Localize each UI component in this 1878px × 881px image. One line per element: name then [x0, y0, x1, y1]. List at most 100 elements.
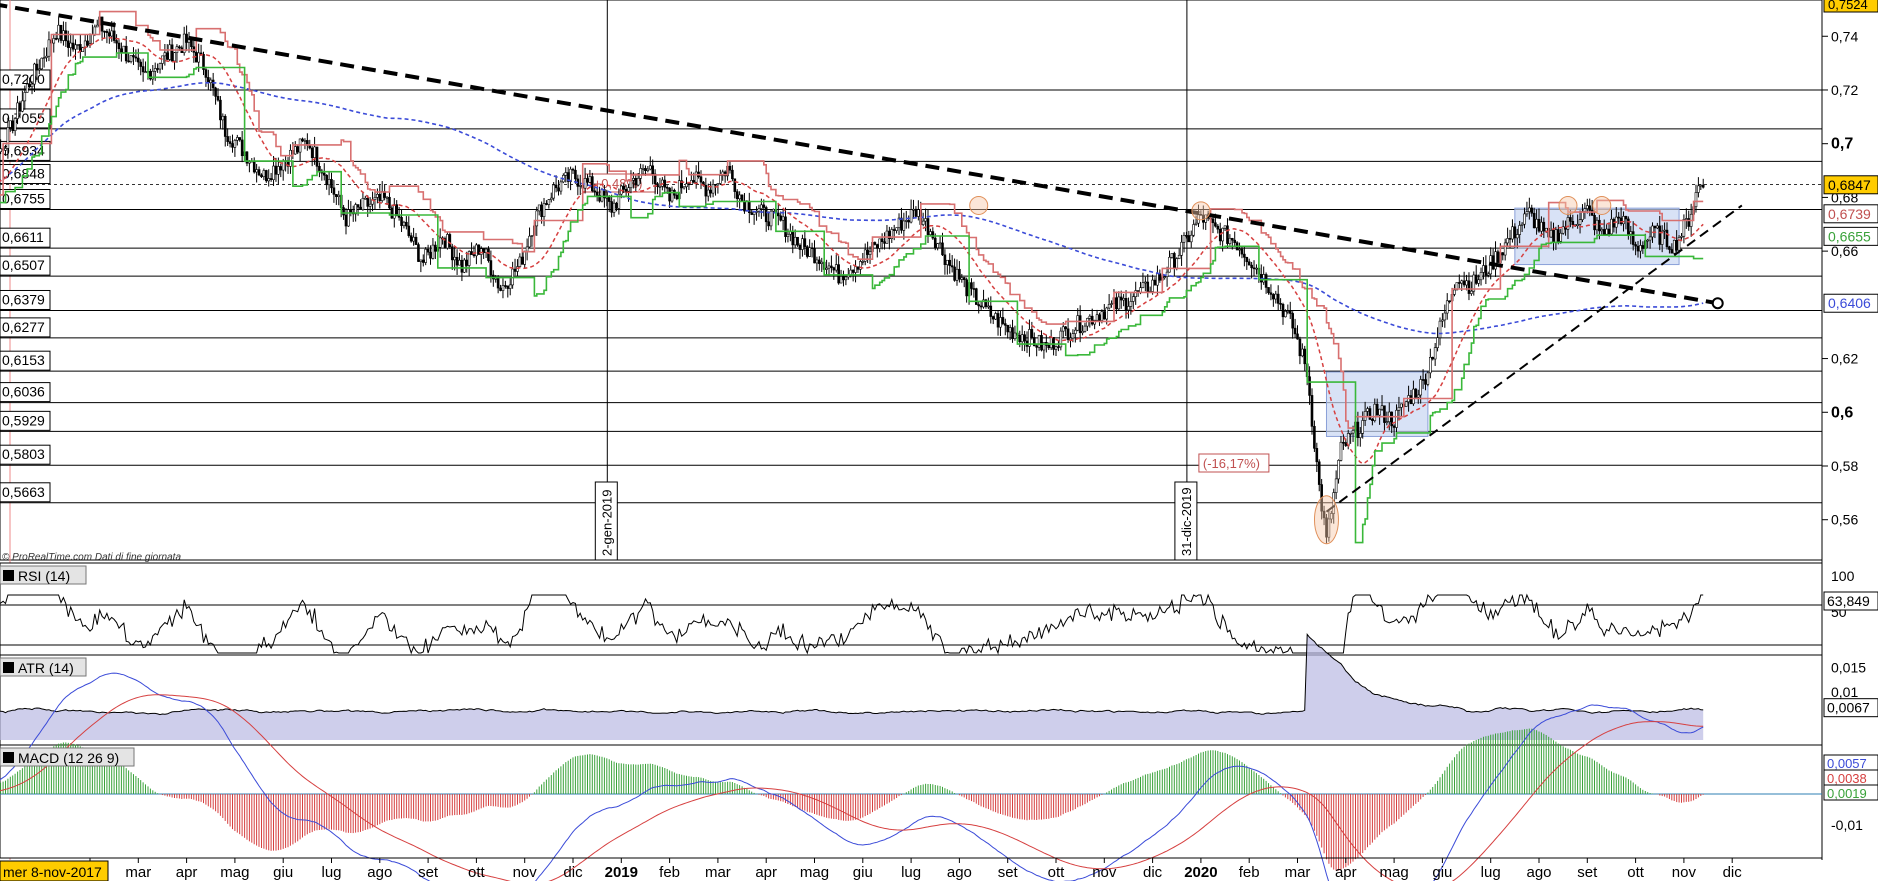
candle-body: [112, 30, 116, 41]
macd-value: 0,0057: [1827, 756, 1867, 771]
candle-body: [1455, 282, 1459, 291]
top-price-badge: [1823, 0, 1878, 13]
candle-body: [1486, 273, 1490, 276]
candle-body: [948, 259, 952, 266]
candle-body: [1619, 217, 1623, 225]
candle-body: [344, 214, 348, 227]
level-label: 0,6277: [2, 319, 45, 335]
time-tick-label: 2020: [1184, 864, 1217, 881]
candle-body: [1274, 293, 1278, 300]
top-price-badge-label: 0,7524: [1828, 0, 1868, 12]
trendline-end-handle[interactable]: [1711, 297, 1724, 310]
candle-body: [1395, 409, 1398, 428]
atr-panel[interactable]: 0,015 0,010,0067 ATR (14): [0, 633, 1878, 746]
candle-body: [574, 169, 577, 180]
candle-body: [426, 248, 430, 253]
candle-body: [767, 221, 770, 227]
candle-body: [735, 191, 739, 200]
candle-body: [984, 299, 988, 307]
candle-body: [513, 268, 517, 272]
candle-body: [1281, 304, 1285, 318]
level-label-box: [0, 382, 51, 403]
candle-body: [1699, 184, 1703, 187]
level-label: 0,6848: [2, 166, 45, 182]
downtrend-trendline[interactable]: [0, 3, 1719, 306]
candle-body: [252, 160, 256, 173]
candle-body: [897, 217, 901, 228]
candle-body: [366, 197, 370, 207]
time-tick-label: dic: [563, 864, 583, 881]
candle-body: [1057, 346, 1060, 348]
indicator-label[interactable]: MACD (12 26 9): [0, 747, 135, 767]
candle-body: [1443, 312, 1447, 321]
indicator-label[interactable]: RSI (14): [0, 565, 87, 585]
candle-body: [390, 207, 394, 219]
candle-body: [1071, 333, 1075, 339]
candle-body: [1226, 225, 1229, 244]
level-label: 0,5663: [2, 484, 45, 500]
candle-body: [1185, 235, 1188, 237]
candle-body: [1064, 326, 1067, 330]
candle-body: [1214, 222, 1217, 227]
candle-body: [267, 178, 271, 182]
uptrend-trendline[interactable]: [1325, 204, 1743, 513]
candle-body: [733, 178, 737, 192]
time-tick-label: mar: [705, 864, 731, 881]
candle-body: [639, 168, 642, 179]
price-tick-label: 0,6: [1831, 404, 1853, 421]
candle-body: [1020, 334, 1024, 343]
candle-body: [74, 44, 77, 50]
candle-body: [1134, 290, 1137, 297]
candle-body: [1419, 379, 1422, 396]
candle-body: [929, 231, 932, 235]
candle-body: [1390, 411, 1393, 427]
start-date-label: mer 8-nov-2017: [3, 864, 102, 880]
candle-body: [946, 259, 949, 265]
candle-body: [330, 179, 333, 189]
candle-body: [1433, 347, 1437, 360]
candle-body: [417, 244, 420, 262]
candle-body: [1194, 222, 1198, 225]
time-tick-label: ott: [1048, 864, 1066, 881]
candle-body: [1429, 357, 1432, 374]
candle-body: [134, 56, 138, 59]
candle-body: [28, 83, 31, 88]
price-tick-label: 0,7: [1831, 136, 1853, 153]
candle-body: [1069, 337, 1072, 340]
candle-body: [1569, 217, 1572, 222]
candle-body: [1325, 517, 1328, 538]
candle-body: [682, 186, 686, 189]
price-tick-label: 0,56: [1831, 512, 1858, 528]
candle-body: [769, 210, 773, 227]
indicator-label[interactable]: ATR (14): [0, 657, 87, 677]
level-label-box: [0, 164, 51, 185]
marker-annotation: (+0,48%): [589, 176, 642, 191]
level-label: 0,6934: [2, 142, 45, 158]
candle-body: [400, 217, 403, 226]
candle-body: [1076, 315, 1080, 331]
candle-body: [1337, 460, 1340, 480]
candle-body: [1672, 239, 1676, 254]
candle-body: [1482, 265, 1485, 273]
time-tick-label: mar: [1285, 864, 1311, 881]
candle-body: [1356, 421, 1360, 438]
candle-body: [1624, 216, 1628, 220]
candle-body: [216, 96, 220, 101]
candle-body: [1646, 239, 1649, 242]
candle-body: [675, 194, 679, 200]
candle-body: [1605, 228, 1608, 235]
candle-body: [1552, 229, 1555, 243]
candle-body: [714, 184, 717, 186]
candle-body: [791, 231, 795, 246]
candle-body: [308, 145, 312, 149]
indicator-name: MACD (12 26 9): [18, 750, 119, 766]
candle-body: [1397, 407, 1401, 411]
candle-body: [926, 218, 930, 235]
candle-body: [219, 99, 222, 121]
candle-body: [86, 40, 89, 46]
main-price-panel[interactable]: 0,7200 0,7055 0,6934 0,6848 0,6755 0,6611 0,65…: [0, 0, 1878, 860]
candle-body: [1230, 237, 1234, 241]
